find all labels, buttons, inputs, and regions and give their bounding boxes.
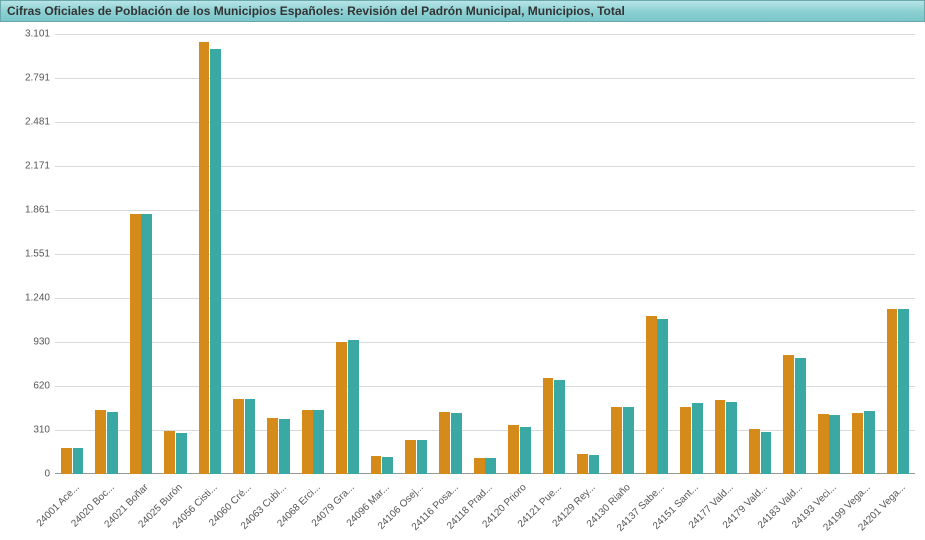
bar-series-0[interactable] xyxy=(749,429,760,474)
bar-series-1[interactable] xyxy=(451,413,462,474)
gridline xyxy=(55,166,915,167)
bar-series-0[interactable] xyxy=(508,425,519,474)
bar-series-0[interactable] xyxy=(818,414,829,474)
gridline xyxy=(55,298,915,299)
bar-series-0[interactable] xyxy=(852,413,863,474)
bar-series-0[interactable] xyxy=(130,214,141,474)
gridline xyxy=(55,342,915,343)
bar-series-1[interactable] xyxy=(623,407,634,474)
bar-series-0[interactable] xyxy=(611,407,622,474)
gridline xyxy=(55,34,915,35)
y-tick-label: 620 xyxy=(5,381,50,392)
bar-series-1[interactable] xyxy=(795,358,806,474)
bar-series-1[interactable] xyxy=(589,455,600,474)
y-tick-label: 1.551 xyxy=(5,248,50,259)
bar-series-1[interactable] xyxy=(279,419,290,474)
bar-series-1[interactable] xyxy=(726,402,737,474)
bar-series-1[interactable] xyxy=(176,433,187,474)
bar-series-1[interactable] xyxy=(210,49,221,474)
bar-series-1[interactable] xyxy=(245,399,256,474)
y-tick-label: 0 xyxy=(5,469,50,480)
bar-series-0[interactable] xyxy=(336,342,347,474)
gridline xyxy=(55,210,915,211)
y-tick-label: 2.791 xyxy=(5,72,50,83)
bar-series-1[interactable] xyxy=(382,457,393,474)
bar-series-1[interactable] xyxy=(692,403,703,474)
bar-series-0[interactable] xyxy=(577,454,588,474)
bar-series-0[interactable] xyxy=(199,42,210,474)
bar-series-0[interactable] xyxy=(543,378,554,474)
plot-region xyxy=(55,34,915,474)
bar-series-1[interactable] xyxy=(657,319,668,474)
chart-title-bar: Cifras Oficiales de Población de los Mun… xyxy=(0,0,925,22)
bar-series-0[interactable] xyxy=(405,440,416,474)
bar-series-1[interactable] xyxy=(107,412,118,474)
bar-series-0[interactable] xyxy=(715,400,726,474)
bar-series-1[interactable] xyxy=(520,427,531,474)
y-tick-label: 310 xyxy=(5,425,50,436)
y-tick-label: 2.171 xyxy=(5,160,50,171)
bar-series-1[interactable] xyxy=(864,411,875,474)
bar-series-0[interactable] xyxy=(371,456,382,474)
bar-series-1[interactable] xyxy=(348,340,359,474)
gridline xyxy=(55,78,915,79)
chart-title-text: Cifras Oficiales de Población de los Mun… xyxy=(7,4,625,18)
bar-series-0[interactable] xyxy=(302,410,313,474)
bar-series-1[interactable] xyxy=(898,309,909,474)
bar-series-1[interactable] xyxy=(417,440,428,474)
bar-series-1[interactable] xyxy=(554,380,565,474)
bar-series-0[interactable] xyxy=(267,418,278,474)
y-tick-label: 2.481 xyxy=(5,116,50,127)
bar-series-0[interactable] xyxy=(887,309,898,474)
chart-area: 0 310 620 930 1.240 1.551 1.861 2.171 2.481 2.791… xyxy=(0,22,925,540)
gridline xyxy=(55,122,915,123)
bar-series-0[interactable] xyxy=(783,355,794,474)
bar-series-0[interactable] xyxy=(61,448,72,474)
bar-series-1[interactable] xyxy=(485,458,496,474)
y-tick-label: 3.101 xyxy=(5,29,50,40)
bar-series-1[interactable] xyxy=(761,432,772,474)
y-tick-label: 1.861 xyxy=(5,204,50,215)
bar-series-0[interactable] xyxy=(233,399,244,474)
gridline xyxy=(55,254,915,255)
bar-series-1[interactable] xyxy=(313,410,324,474)
y-tick-label: 930 xyxy=(5,337,50,348)
bar-series-0[interactable] xyxy=(439,412,450,474)
bar-series-1[interactable] xyxy=(829,415,840,474)
bar-series-0[interactable] xyxy=(95,410,106,474)
bar-series-0[interactable] xyxy=(646,316,657,474)
y-tick-label: 1.240 xyxy=(5,293,50,304)
bar-series-0[interactable] xyxy=(164,431,175,474)
bar-series-1[interactable] xyxy=(73,448,84,474)
bar-series-1[interactable] xyxy=(141,214,152,474)
bar-series-0[interactable] xyxy=(680,407,691,474)
bar-series-0[interactable] xyxy=(474,458,485,474)
